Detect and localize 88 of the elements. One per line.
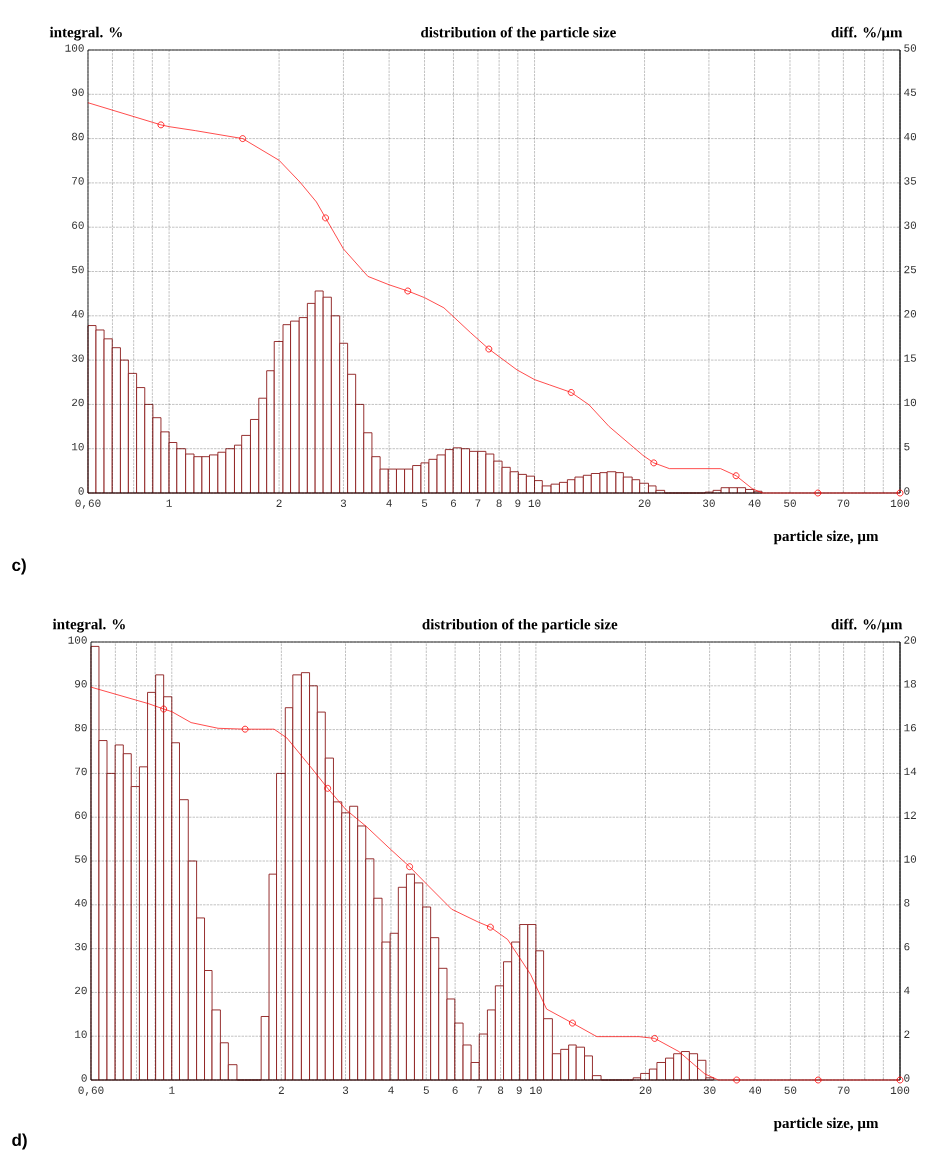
x-tick-label: 5: [423, 1086, 429, 1094]
y-tick-label: 60: [72, 221, 84, 229]
x-tick-label: 70: [837, 1086, 850, 1095]
text: d): [12, 1133, 27, 1150]
x-tick-label: 6: [450, 499, 457, 508]
x-tick-label: 8: [498, 1086, 504, 1095]
y-tick-label: 40: [71, 310, 84, 318]
x-tick-label: 4: [386, 499, 392, 507]
y-tick-label: 70: [75, 767, 87, 776]
y-tick-label: 20: [72, 398, 84, 407]
y2-tick-label: 10: [904, 398, 917, 407]
chart-title: distribution of the particle size: [421, 26, 616, 41]
y-tick-label: 90: [75, 680, 87, 688]
y2-tick-label: 0: [904, 487, 910, 495]
x-tick-label: 40: [748, 499, 761, 508]
x-tick-label: 0,60: [75, 499, 101, 509]
x-tick-label: 3: [342, 1086, 349, 1095]
y-tick-label: 70: [72, 177, 84, 185]
y-tick-label: 0: [78, 487, 84, 495]
x-tick-label: 2: [276, 499, 282, 507]
y-tick-label: 0: [81, 1074, 87, 1082]
x-tick-label: 7: [477, 1086, 482, 1094]
x-axis-title: particle size, µm: [773, 530, 879, 545]
y2-tick-label: 16: [904, 723, 917, 732]
x-tick-label: 7: [475, 499, 481, 507]
x-tick-label: 8: [496, 499, 502, 508]
y-tick-label: 30: [71, 354, 84, 362]
y2-tick-label: 6: [904, 942, 910, 951]
x-tick-label: 10: [530, 1086, 542, 1095]
y-tick-label: 100: [65, 44, 84, 52]
y2-tick-label: 50: [904, 44, 917, 52]
x-tick-label: 70: [837, 499, 850, 508]
x-tick-label: 3: [340, 499, 347, 508]
y2-tick-label: 8: [904, 899, 910, 907]
x-tick-label: 6: [452, 1086, 458, 1095]
y2-tick-label: 30: [904, 221, 917, 229]
y2-tick-label: 15: [904, 354, 917, 362]
y2-tick-label: 4: [904, 986, 910, 995]
x-tick-label: 50: [784, 499, 796, 508]
y2-axis-title: diff. %/µm: [831, 26, 903, 41]
y2-tick-label: 10: [904, 855, 917, 863]
y2-tick-label: 20: [904, 310, 917, 318]
x-tick-label: 10: [528, 499, 541, 508]
y-tick-label: 90: [72, 88, 84, 97]
x-tick-label: 100: [890, 499, 910, 508]
y2-tick-label: 20: [904, 636, 917, 644]
y-axis-title: integral. %: [52, 618, 125, 633]
x-tick-label: 9: [516, 1086, 522, 1095]
y-axis-title: integral. %: [49, 26, 122, 41]
x-tick-label: 1: [166, 499, 172, 507]
y-tick-label: 50: [71, 265, 84, 274]
y-tick-label: 80: [71, 132, 84, 141]
y-tick-label: 100: [68, 636, 87, 644]
x-tick-label: 30: [703, 1086, 716, 1095]
x-tick-label: 50: [784, 1086, 797, 1095]
y2-tick-label: 35: [904, 177, 917, 185]
y-tick-label: 30: [74, 942, 87, 951]
x-tick-label: 30: [703, 499, 715, 508]
chart-title: distribution of the particle size: [422, 618, 618, 633]
y2-tick-label: 0: [904, 1074, 910, 1082]
y2-tick-label: 25: [904, 265, 917, 274]
y-tick-label: 60: [75, 811, 87, 819]
x-tick-label: 40: [749, 1086, 762, 1095]
x-tick-label: 9: [515, 499, 521, 508]
y2-tick-label: 2: [904, 1030, 910, 1038]
x-tick-label: 0,60: [78, 1086, 104, 1096]
y-tick-label: 40: [74, 899, 87, 907]
y2-tick-label: 5: [904, 443, 910, 451]
y2-tick-label: 14: [904, 767, 917, 776]
x-tick-label: 5: [421, 499, 428, 507]
y2-tick-label: 12: [904, 811, 916, 819]
x-tick-label: 2: [278, 1086, 284, 1094]
y2-tick-label: 40: [904, 132, 917, 141]
y2-tick-label: 18: [904, 680, 917, 688]
y2-tick-label: 45: [904, 88, 917, 96]
y-tick-label: 20: [75, 986, 87, 995]
x-tick-label: 1: [169, 1086, 175, 1094]
y-tick-label: 50: [74, 855, 87, 863]
x-tick-label: 20: [639, 1086, 652, 1095]
text: c): [12, 558, 26, 575]
x-tick-label: 4: [388, 1086, 394, 1094]
y-tick-label: 10: [72, 442, 84, 451]
x-tick-label: 20: [638, 499, 651, 508]
x-axis-title: particle size, µm: [773, 1117, 879, 1132]
y2-axis-title: diff. %/µm: [831, 618, 903, 633]
y-tick-label: 10: [75, 1030, 87, 1038]
y-tick-label: 80: [74, 723, 87, 732]
x-tick-label: 100: [890, 1086, 910, 1095]
